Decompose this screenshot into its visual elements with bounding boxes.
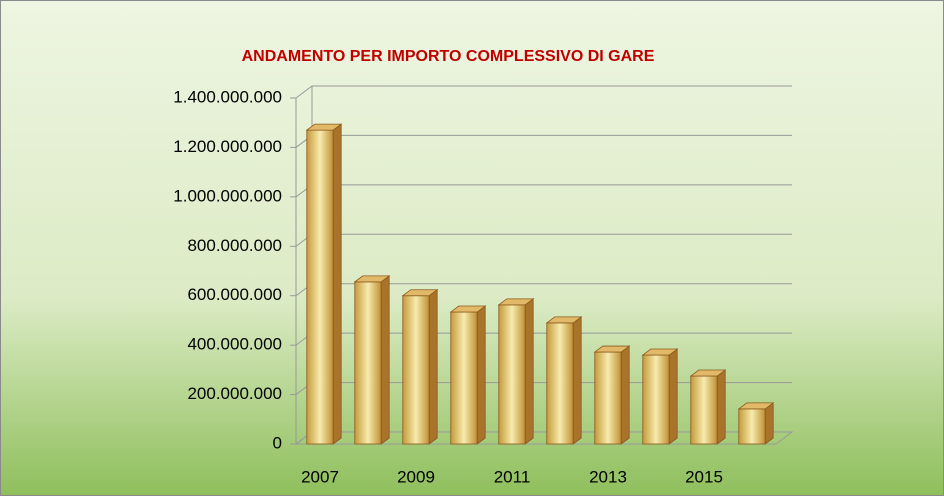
x-tick-label: 2013 (589, 467, 627, 486)
bar (738, 408, 766, 445)
bar (642, 354, 670, 445)
bar-side (764, 402, 774, 445)
bar-side (476, 305, 486, 445)
bar-side (668, 348, 678, 445)
bar (498, 304, 526, 445)
y-tick-label: 200.000.000 (187, 384, 282, 403)
bar-top (593, 345, 631, 353)
bar (690, 375, 718, 445)
bar-top (401, 289, 439, 297)
bar-top (305, 123, 343, 131)
y-tick-label: 600.000.000 (187, 285, 282, 304)
bar-top (545, 316, 583, 324)
chart-title: ANDAMENTO PER IMPORTO COMPLESSIVO DI GAR… (242, 48, 655, 65)
bar-top (497, 298, 535, 306)
bar-side (572, 316, 582, 445)
bar-top (641, 348, 679, 356)
bar-side (380, 275, 390, 445)
y-tick-label: 1.200.000.000 (173, 137, 282, 156)
grid-line (295, 85, 792, 99)
bar (306, 129, 334, 445)
bar (546, 322, 574, 445)
y-tick-label: 1.000.000.000 (173, 186, 282, 205)
bar-side (716, 369, 726, 445)
bar-top (353, 275, 391, 283)
bar (594, 351, 622, 445)
bar-side (332, 123, 342, 445)
bar (354, 281, 382, 445)
y-tick-label: 0 (273, 433, 282, 452)
bar-side (620, 345, 630, 445)
bar-top (737, 402, 775, 410)
x-tick-label: 2009 (397, 467, 435, 486)
bar-side (428, 288, 438, 445)
y-tick-label: 1.400.000.000 (173, 87, 282, 106)
bar-top (449, 305, 487, 313)
y-tick-label: 400.000.000 (187, 335, 282, 354)
bar-side (524, 298, 534, 445)
bar (450, 311, 478, 445)
bar (402, 295, 430, 445)
x-tick-label: 2011 (494, 467, 531, 486)
y-tick-label: 800.000.000 (187, 236, 282, 255)
x-tick-label: 2007 (301, 467, 339, 486)
x-tick-label: 2015 (685, 467, 723, 486)
bar-top (689, 369, 727, 377)
